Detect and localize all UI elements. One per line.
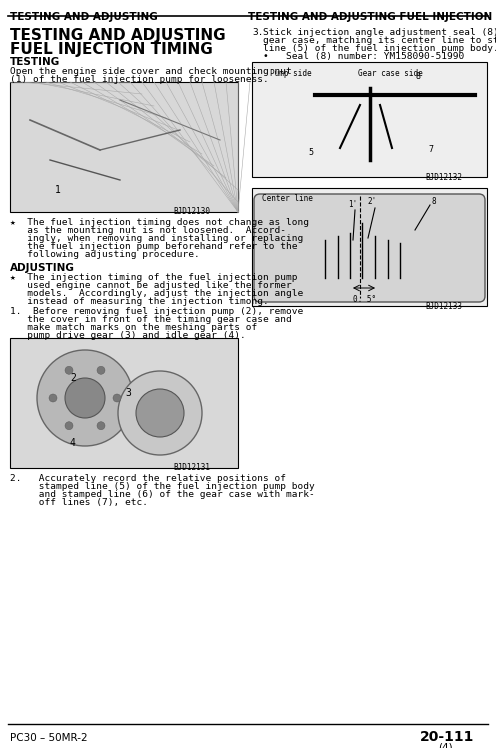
Text: the fuel injection pump beforehand refer to the: the fuel injection pump beforehand refer… <box>10 242 298 251</box>
Text: 7: 7 <box>428 145 433 154</box>
FancyBboxPatch shape <box>254 194 485 302</box>
Text: 1: 1 <box>55 185 61 195</box>
Bar <box>252 188 487 306</box>
Text: TESTING: TESTING <box>10 57 60 67</box>
Circle shape <box>136 389 184 437</box>
Text: off lines (7), etc.: off lines (7), etc. <box>10 498 148 507</box>
Text: Open the engine side cover and check mounting nut: Open the engine side cover and check mou… <box>10 67 292 76</box>
Text: (4): (4) <box>438 742 453 748</box>
Text: TESTING AND ADJUSTING: TESTING AND ADJUSTING <box>10 12 158 22</box>
Text: TESTING AND ADJUSTING FUEL INJECTION TIMING: TESTING AND ADJUSTING FUEL INJECTION TIM… <box>248 12 496 22</box>
Circle shape <box>97 422 105 429</box>
Circle shape <box>49 394 57 402</box>
Text: 2': 2' <box>367 197 376 206</box>
Text: 2.   Accurately record the relative positions of: 2. Accurately record the relative positi… <box>10 474 286 483</box>
Text: ★  The fuel injection timing does not change as long: ★ The fuel injection timing does not cha… <box>10 218 309 227</box>
Text: as the mounting nut is not loosened.  Accord-: as the mounting nut is not loosened. Acc… <box>10 226 286 235</box>
Text: 0. 5°: 0. 5° <box>353 295 376 304</box>
Text: gear case, matching its center line to stamped: gear case, matching its center line to s… <box>263 36 496 45</box>
Text: 8: 8 <box>415 72 420 81</box>
Text: FUEL INJECTION TIMING: FUEL INJECTION TIMING <box>10 42 213 57</box>
Text: line (5) of the fuel injection pump body.: line (5) of the fuel injection pump body… <box>263 44 496 53</box>
Circle shape <box>65 422 73 429</box>
Text: 2: 2 <box>70 373 76 383</box>
Text: 1.  Before removing fuel injection pump (2), remove: 1. Before removing fuel injection pump (… <box>10 307 303 316</box>
Text: Stick injection angle adjustment seal (8) to the: Stick injection angle adjustment seal (8… <box>263 28 496 37</box>
Text: make match marks on the meshing parts of: make match marks on the meshing parts of <box>10 323 257 332</box>
Text: 3.: 3. <box>252 28 263 37</box>
Bar <box>10 82 238 212</box>
Circle shape <box>118 371 202 455</box>
Text: BJD12131: BJD12131 <box>173 463 210 472</box>
Text: instead of measuring the injection timong.: instead of measuring the injection timon… <box>10 297 269 306</box>
Text: BJD12130: BJD12130 <box>173 207 210 216</box>
Text: the cover in front of the timing gear case and: the cover in front of the timing gear ca… <box>10 315 292 324</box>
Text: (1) of the fuel injection pump for looseness.: (1) of the fuel injection pump for loose… <box>10 75 269 84</box>
Text: TESTING AND ADJUSTING: TESTING AND ADJUSTING <box>10 28 226 43</box>
Text: Gear case side: Gear case side <box>358 69 423 78</box>
Bar <box>10 338 238 468</box>
Text: Center line: Center line <box>262 194 313 203</box>
Text: 20-111: 20-111 <box>420 730 474 744</box>
Text: ADJUSTING: ADJUSTING <box>10 263 75 273</box>
Circle shape <box>65 367 73 374</box>
Circle shape <box>37 350 133 446</box>
Circle shape <box>97 367 105 374</box>
Circle shape <box>113 394 121 402</box>
Text: BJD12133: BJD12133 <box>425 302 462 311</box>
Text: ingly, when removing and installing or replacing: ingly, when removing and installing or r… <box>10 234 303 243</box>
Text: •   Seal (8) number: YM158090-51990: • Seal (8) number: YM158090-51990 <box>263 52 464 61</box>
Text: 4: 4 <box>70 438 76 448</box>
Text: following adjusting procedure.: following adjusting procedure. <box>10 250 200 259</box>
Text: Pump side: Pump side <box>270 69 311 78</box>
Circle shape <box>65 378 105 418</box>
Text: 5: 5 <box>308 148 313 157</box>
Bar <box>252 62 487 177</box>
Text: pump drive gear (3) and idle gear (4).: pump drive gear (3) and idle gear (4). <box>10 331 246 340</box>
Text: used engine cannot be adjusted like the former: used engine cannot be adjusted like the … <box>10 281 292 290</box>
Text: 1': 1' <box>348 200 357 209</box>
Text: 8: 8 <box>432 197 436 206</box>
Text: and stamped line (6) of the gear case with mark-: and stamped line (6) of the gear case wi… <box>10 490 315 499</box>
Text: 3: 3 <box>125 388 131 398</box>
Text: stamped line (5) of the fuel injection pump body: stamped line (5) of the fuel injection p… <box>10 482 315 491</box>
Text: PC30 – 50MR-2: PC30 – 50MR-2 <box>10 733 88 743</box>
Text: ★  The injection timing of the fuel injection pump: ★ The injection timing of the fuel injec… <box>10 273 298 282</box>
Text: BJD12132: BJD12132 <box>425 173 462 182</box>
Text: models.  Accordingly, adjust the injection angle: models. Accordingly, adjust the injectio… <box>10 289 303 298</box>
